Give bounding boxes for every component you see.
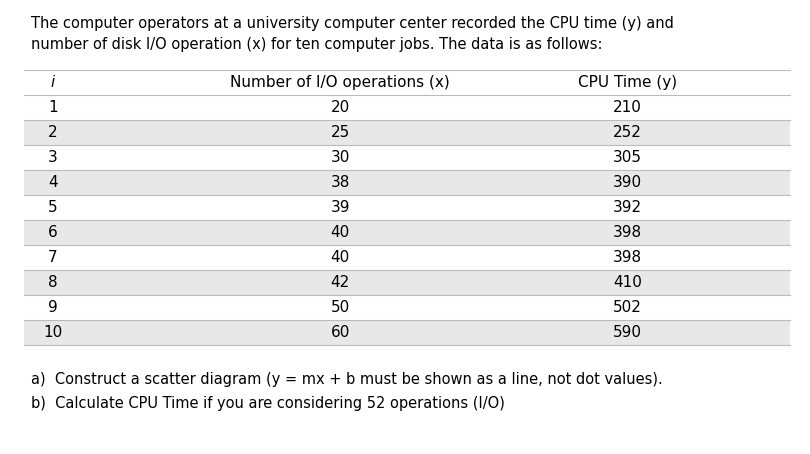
Bar	[24, 220, 790, 245]
Text: 590: 590	[613, 325, 642, 340]
Bar	[24, 120, 790, 145]
Text: 392: 392	[613, 200, 642, 215]
Text: a)  Construct a scatter diagram (y = mx + b must be shown as a line, not dot val: a) Construct a scatter diagram (y = mx +…	[31, 372, 663, 387]
Text: 40: 40	[330, 225, 350, 240]
Bar	[24, 145, 790, 170]
Text: 25: 25	[330, 125, 350, 140]
Text: 6: 6	[48, 225, 58, 240]
Text: 30: 30	[330, 150, 350, 165]
Text: 210: 210	[613, 100, 642, 115]
Text: 410: 410	[613, 275, 642, 290]
Text: 5: 5	[48, 200, 58, 215]
Text: 8: 8	[48, 275, 58, 290]
Text: 20: 20	[330, 100, 350, 115]
Text: 3: 3	[48, 150, 58, 165]
Text: 40: 40	[330, 250, 350, 265]
Bar	[24, 95, 790, 120]
Text: 39: 39	[330, 200, 350, 215]
Bar	[24, 245, 790, 270]
Text: 305: 305	[613, 150, 642, 165]
Text: 42: 42	[330, 275, 350, 290]
Text: The computer operators at a university computer center recorded the CPU time (y): The computer operators at a university c…	[31, 16, 674, 31]
Text: Number of I/O operations (x): Number of I/O operations (x)	[230, 75, 450, 90]
Text: 1: 1	[48, 100, 58, 115]
Text: 10: 10	[43, 325, 62, 340]
Text: 60: 60	[330, 325, 350, 340]
Text: 7: 7	[48, 250, 58, 265]
Text: 2: 2	[48, 125, 58, 140]
Bar	[24, 195, 790, 220]
Text: 398: 398	[613, 250, 642, 265]
Text: i: i	[50, 75, 55, 90]
Text: 502: 502	[613, 300, 642, 315]
Text: 398: 398	[613, 225, 642, 240]
Text: 50: 50	[330, 300, 350, 315]
Text: b)  Calculate CPU Time if you are considering 52 operations (I/O): b) Calculate CPU Time if you are conside…	[31, 396, 505, 411]
Text: 9: 9	[48, 300, 58, 315]
Text: 4: 4	[48, 175, 58, 190]
Bar	[24, 320, 790, 345]
Text: 252: 252	[613, 125, 642, 140]
Text: CPU Time (y): CPU Time (y)	[578, 75, 677, 90]
Text: 390: 390	[613, 175, 642, 190]
Bar	[24, 295, 790, 320]
Text: number of disk I/O operation (x) for ten computer jobs. The data is as follows:: number of disk I/O operation (x) for ten…	[31, 37, 603, 52]
Text: 38: 38	[330, 175, 350, 190]
Bar	[24, 170, 790, 195]
Bar	[24, 270, 790, 295]
